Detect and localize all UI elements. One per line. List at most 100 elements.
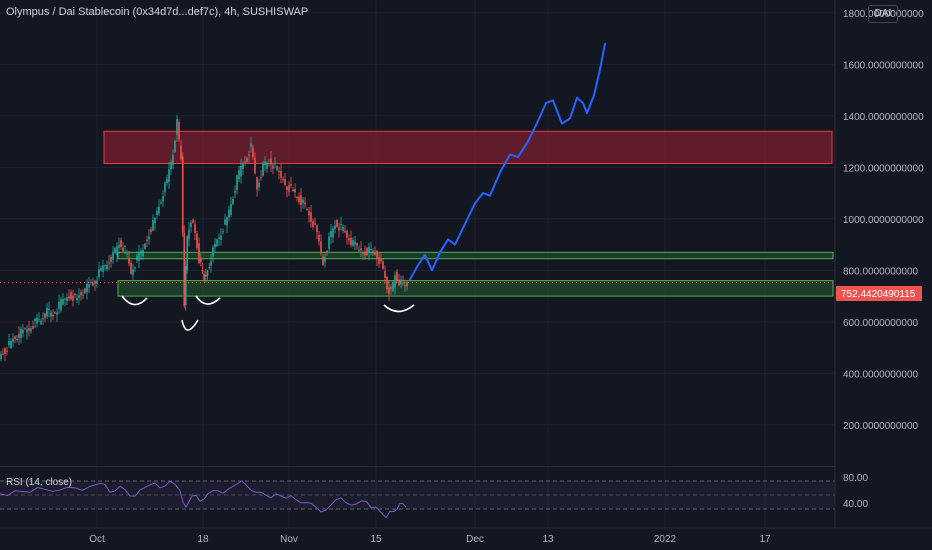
candle-body <box>88 284 90 288</box>
time-tick-label: Nov <box>280 534 298 545</box>
candle-body <box>205 274 207 277</box>
candle-body <box>398 279 400 286</box>
price-axis[interactable] <box>835 0 932 550</box>
candle-body <box>24 328 26 330</box>
candle-body <box>52 314 54 317</box>
candle-body <box>108 262 110 264</box>
candle-body <box>20 328 22 338</box>
bottom-annotations <box>121 295 415 331</box>
forecast-path <box>409 42 606 281</box>
candle-body <box>18 333 20 338</box>
rsi-indicator-label[interactable]: RSI (14, close) <box>6 477 73 488</box>
candle-body <box>152 220 154 231</box>
candle-body <box>192 219 194 223</box>
candle-body <box>92 283 94 286</box>
candle-body <box>122 247 124 252</box>
bottom-arc-2 <box>181 319 199 331</box>
candle-body <box>120 240 122 247</box>
candle-body <box>284 178 286 186</box>
candle-body <box>148 236 150 240</box>
candle-body <box>66 297 68 301</box>
candle-body <box>201 269 204 272</box>
candle-body <box>4 348 6 355</box>
candle-body <box>168 169 170 182</box>
price-tick-label: 800.0000000000 <box>843 266 919 277</box>
time-tick-label: 15 <box>370 534 382 545</box>
candle-body <box>132 269 134 276</box>
candle-body <box>0 353 2 359</box>
candle-body <box>84 288 86 294</box>
candle-body <box>356 243 358 246</box>
candle-body <box>54 312 56 314</box>
candle-body <box>212 247 214 257</box>
candle-body <box>392 282 394 292</box>
candle-body <box>288 185 290 192</box>
candle-body <box>154 218 156 224</box>
candle-body <box>34 318 36 321</box>
rsi-pane-separator <box>0 466 835 467</box>
candle-body <box>181 156 184 233</box>
price-candles <box>0 114 408 362</box>
candle-body <box>50 312 52 317</box>
candle-body <box>232 198 234 205</box>
time-tick-label: 2022 <box>654 534 677 545</box>
time-tick-label: 18 <box>197 534 209 545</box>
candle-body <box>254 158 256 174</box>
price-tick-labels: 1800.0000000000 1600.0000000000 1400.00000… <box>843 9 924 432</box>
candle-body <box>282 179 284 181</box>
candle-body <box>402 282 404 284</box>
candle-body <box>234 191 236 193</box>
candle-body <box>106 264 108 270</box>
candle-body <box>46 307 48 317</box>
candle-body <box>22 329 24 334</box>
candle-body <box>158 206 160 214</box>
candle-body <box>196 233 198 248</box>
candle-body <box>214 243 216 248</box>
candle-body <box>384 271 386 278</box>
candle-body <box>316 225 318 232</box>
candle-body <box>252 147 254 158</box>
forecast-line <box>409 42 606 281</box>
candle-body <box>270 158 272 165</box>
candle-body <box>136 255 138 261</box>
candle-body <box>226 217 228 226</box>
candle-body <box>376 250 378 259</box>
rsi-line <box>0 480 407 519</box>
bottom-arc-4 <box>383 304 415 313</box>
candle-body <box>378 257 380 264</box>
candle-body <box>228 209 230 218</box>
candle-body <box>318 235 320 242</box>
candle-body <box>304 202 306 205</box>
candle-body <box>176 118 178 135</box>
candle-body <box>110 256 112 263</box>
candle-body <box>40 320 42 324</box>
candle-body <box>360 248 362 251</box>
candle-body <box>298 196 300 203</box>
candle-body <box>58 301 60 309</box>
candle-body <box>186 236 189 270</box>
candle-body <box>322 256 324 265</box>
candle-body <box>296 196 298 198</box>
candle-body <box>56 312 58 315</box>
candle-body <box>124 245 126 247</box>
candle-body <box>348 238 350 241</box>
time-tick-label: Oct <box>89 534 105 545</box>
candle-body <box>272 165 274 169</box>
candle-body <box>262 163 264 176</box>
candle-body <box>332 228 334 238</box>
candle-body <box>330 231 332 238</box>
price-tick-label: 1400.0000000000 <box>843 112 924 123</box>
candle-body <box>278 170 280 172</box>
candle-body <box>134 267 136 269</box>
candle-body <box>382 261 384 269</box>
candle-body <box>320 241 322 254</box>
candle-body <box>220 235 222 240</box>
candle-body <box>206 270 209 277</box>
candle-body <box>114 247 116 254</box>
candle-body <box>164 182 166 193</box>
price-tick-label: 600.0000000000 <box>843 318 919 329</box>
currency-badge[interactable]: DAI <box>868 5 898 23</box>
candle-body <box>62 298 64 305</box>
price-tick-label: 1000.0000000000 <box>843 215 924 226</box>
